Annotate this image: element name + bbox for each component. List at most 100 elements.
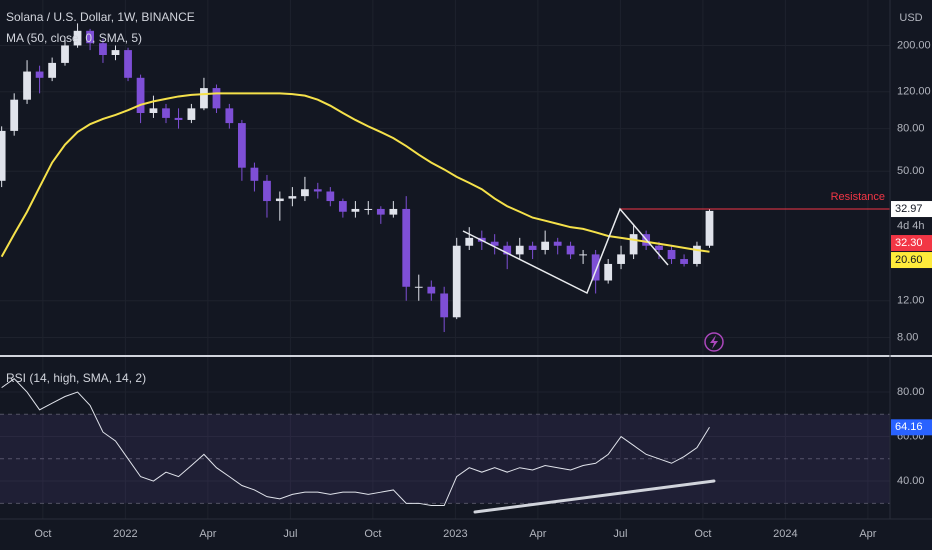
candle-body (591, 254, 600, 281)
pattern-drawing (462, 207, 669, 295)
candle-body (124, 50, 132, 78)
y-tick-label: 200.00 (897, 39, 931, 51)
x-tick-label: 2022 (113, 528, 137, 540)
rsi-legend: RSI (14, high, SMA, 14, 2) (6, 371, 146, 385)
candle-body (111, 50, 120, 56)
candle-body (503, 245, 512, 255)
candle-body (48, 62, 57, 78)
candle-body (99, 43, 107, 56)
x-tick-label: Apr (199, 528, 216, 540)
candle-body (61, 45, 69, 63)
currency: USD (899, 12, 922, 24)
candle-body (693, 245, 701, 264)
resistance-label: Resistance (831, 191, 885, 203)
price-label-box (891, 235, 932, 252)
candle-body (301, 189, 309, 197)
y-tick-label: 12.00 (897, 295, 925, 307)
y-tick-label: 80.00 (897, 386, 925, 398)
symbol-legend: Solana / U.S. Dollar, 1W, BINANCE (6, 10, 195, 24)
x-tick-label: Oct (364, 528, 381, 540)
candle-body (465, 237, 474, 246)
candle-body (389, 208, 398, 215)
candle-body (528, 245, 537, 250)
price-label: 20.60 (895, 254, 923, 266)
candle-body (149, 108, 158, 113)
candle-body (579, 254, 587, 256)
price-label-box (891, 201, 932, 218)
candle-body (402, 208, 411, 287)
candle-body (667, 249, 676, 260)
candle-body (452, 245, 461, 318)
divergence-line (473, 479, 716, 514)
candle-body (136, 77, 145, 113)
rsi-band (0, 414, 890, 504)
candle-body (351, 208, 360, 212)
y-tick-label: 40.00 (897, 475, 925, 487)
candle-body (174, 117, 183, 120)
candle-body (288, 196, 297, 199)
candle-body (490, 241, 499, 246)
price-label: 32.30 (895, 237, 923, 249)
candle-body (655, 245, 663, 250)
rsi-band-fill (0, 414, 890, 504)
candle-body (427, 286, 436, 294)
x-tick-label: Apr (859, 528, 876, 540)
candle-body (0, 130, 6, 181)
candle-body (376, 208, 385, 215)
candle-body (225, 108, 234, 124)
candle-body (338, 201, 347, 212)
candle-body (212, 88, 221, 109)
candle-body (237, 123, 246, 168)
candle-body (604, 263, 613, 281)
candle-body (10, 99, 19, 131)
alert-icon[interactable] (704, 332, 724, 352)
candle-body (35, 71, 44, 78)
rsi-last-label: 64.16 (895, 421, 923, 433)
candle-body (515, 245, 524, 255)
y-tick-label: 50.00 (897, 165, 925, 177)
candle-body (617, 254, 625, 264)
x-tick-label: Apr (529, 528, 546, 540)
candle-body (313, 189, 322, 192)
candle-body (440, 293, 449, 318)
candle-body (250, 167, 259, 181)
candle-body (275, 198, 284, 202)
candle-body (23, 71, 31, 100)
candle-body (629, 234, 638, 255)
candle-body (73, 30, 82, 46)
rsi-line (1, 378, 710, 507)
ma-line (0, 92, 710, 258)
x-tick-label: 2023 (443, 528, 467, 540)
price-label-box (891, 252, 932, 269)
x-tick-label: Oct (34, 528, 51, 540)
y-tick-label: 80.00 (897, 122, 925, 134)
candle-body (364, 208, 373, 210)
x-tick-label: Jul (283, 528, 297, 540)
candle-body (263, 180, 271, 202)
price-pane (0, 23, 890, 333)
ma-legend: MA (50, close, 0, SMA, 5) (6, 31, 142, 45)
rsi-pane (1, 378, 710, 507)
candle-body (200, 88, 208, 109)
grid (0, 0, 890, 519)
candle-body (553, 241, 562, 246)
price-label: 32.97 (895, 203, 923, 215)
y-tick-label: 8.00 (897, 331, 918, 343)
candle-body (566, 245, 575, 255)
countdown: 4d 4h (897, 220, 925, 232)
y-tick-label: 120.00 (897, 86, 931, 98)
x-tick-label: Oct (694, 528, 711, 540)
candle-body (705, 210, 714, 246)
candle-body (162, 108, 170, 118)
candle-body (541, 241, 550, 250)
x-tick-label: Jul (613, 528, 627, 540)
candle-body (187, 108, 196, 120)
candle-body (86, 30, 94, 44)
rsi-last-box (891, 419, 932, 436)
candle-body (414, 286, 423, 288)
x-tick-label: 2024 (773, 528, 797, 540)
candle-body (326, 191, 335, 202)
candle-body (680, 259, 688, 264)
